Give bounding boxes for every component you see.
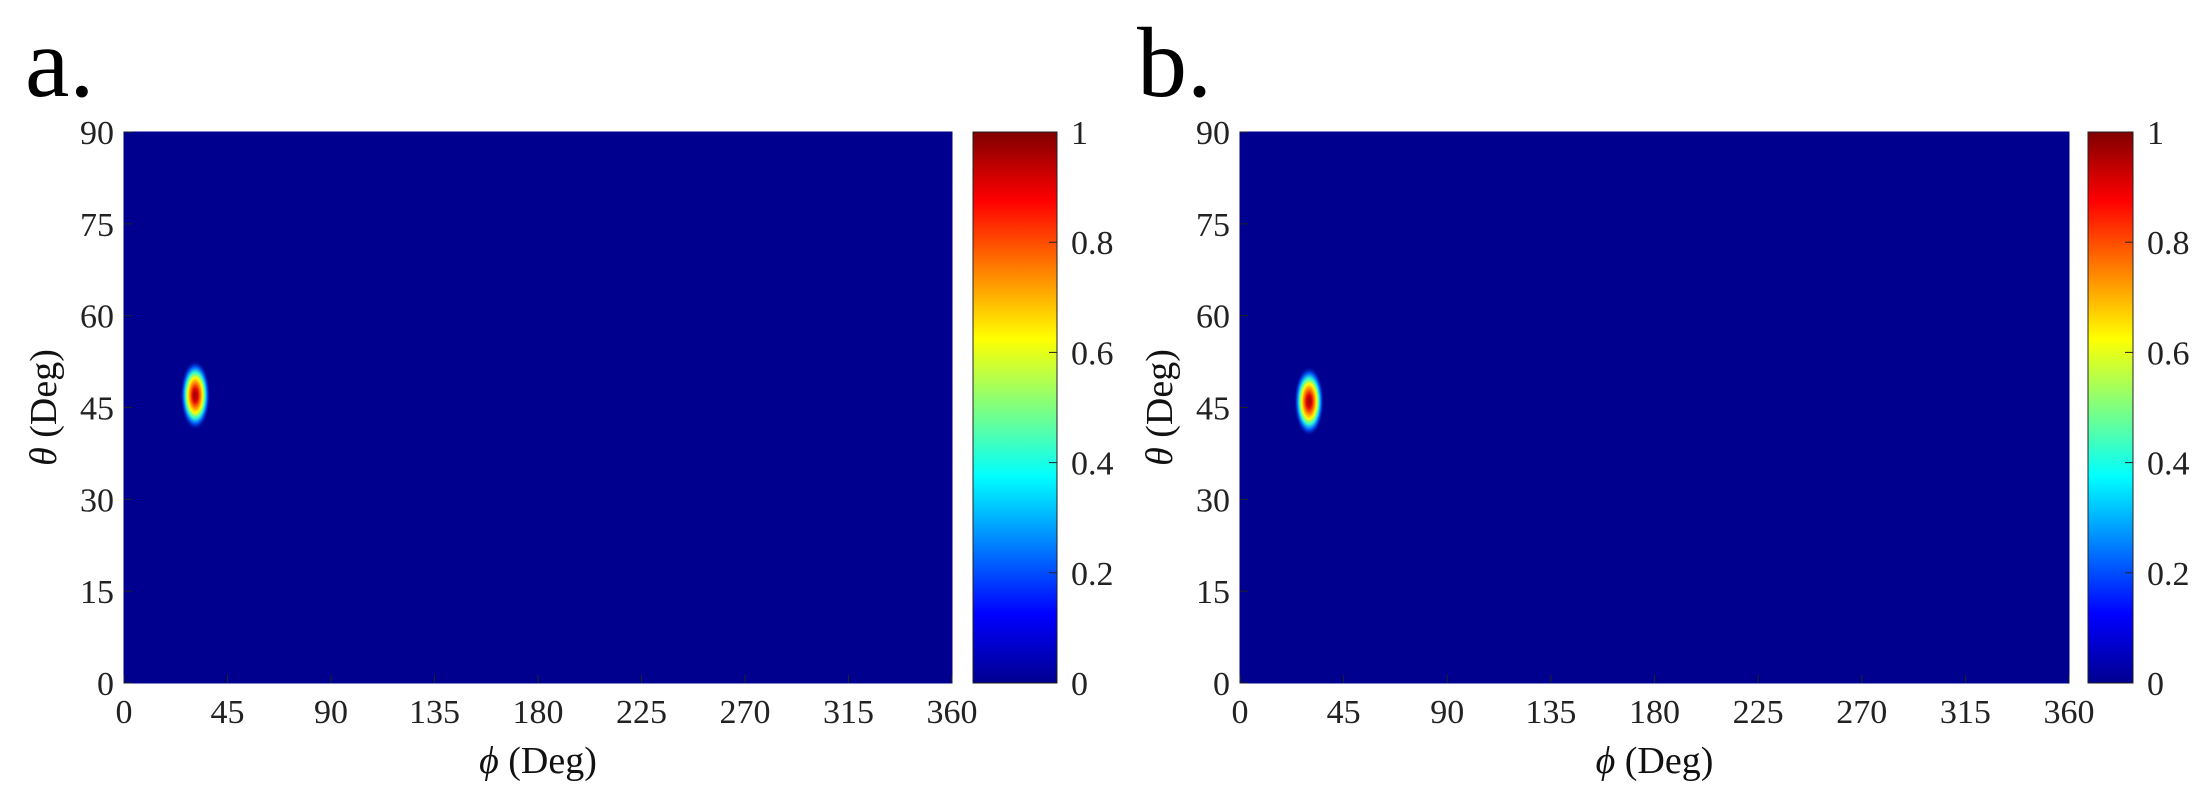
- colorbar-tick-label: 0: [1071, 666, 1088, 703]
- y-tick-label: 45: [80, 391, 114, 428]
- x-tick-label: 270: [720, 694, 771, 731]
- y-axis-label: θ (Deg): [23, 349, 65, 466]
- y-tick-label: 0: [97, 666, 114, 703]
- colorbar-tick-label: 0: [2147, 666, 2164, 703]
- y-tick-label: 75: [1196, 207, 1230, 244]
- colorbar-tick-label: 0.2: [1071, 556, 1114, 593]
- colorbar: [972, 131, 1058, 684]
- colorbar-tick-label: 1: [2147, 115, 2164, 152]
- colorbar-tick-label: 1: [1071, 115, 1088, 152]
- y-tick-label: 45: [1196, 391, 1230, 428]
- y-tick-label: 30: [80, 482, 114, 519]
- colorbar-tick-label: 0.4: [2147, 446, 2190, 483]
- y-axis-label: θ (Deg): [1139, 349, 1181, 466]
- panel-label: b.: [1137, 7, 1212, 118]
- x-tick-label: 45: [1327, 694, 1361, 731]
- colorbar-tick-label: 0.6: [2147, 335, 2190, 372]
- colorbar-tick-label: 0.8: [2147, 225, 2190, 262]
- colorbar: [2087, 131, 2134, 684]
- x-tick-label: 0: [1232, 694, 1249, 731]
- x-tick-label: 270: [1836, 694, 1887, 731]
- x-tick-label: 0: [116, 694, 133, 731]
- panel-b: b. 0 45 90 135 180 225 270 315 360 0 15 30 45 60 75 90 ϕ …: [1137, 7, 2190, 782]
- y-tick-label: 90: [1196, 115, 1230, 152]
- x-tick-label: 225: [1733, 694, 1784, 731]
- x-tick-label: 45: [211, 694, 245, 731]
- colorbar-tick-label: 0.4: [1071, 446, 1114, 483]
- y-tick-label: 60: [1196, 299, 1230, 336]
- y-tick-label: 90: [80, 115, 114, 152]
- x-tick-label: 315: [1940, 694, 1991, 731]
- y-tick-label: 60: [80, 299, 114, 336]
- x-axis-label: ϕ (Deg): [1596, 740, 1714, 782]
- x-tick-label: 360: [2044, 694, 2095, 731]
- heatmap-peak: [1294, 366, 1325, 437]
- colorbar-tick-label: 0.6: [1071, 335, 1114, 372]
- colorbar-tick-label: 0.8: [1071, 225, 1114, 262]
- x-axis-label: ϕ (Deg): [479, 740, 597, 782]
- x-tick-label: 180: [513, 694, 564, 731]
- y-tick-label: 30: [1196, 482, 1230, 519]
- x-tick-label: 90: [1430, 694, 1464, 731]
- y-tick-label: 15: [1196, 574, 1230, 611]
- x-tick-label: 135: [1525, 694, 1576, 731]
- x-tick-label: 315: [823, 694, 874, 731]
- panel-a: a. 0 45 90 135 180 225 270 315 360 0 15 30 45 60 75 90 ϕ …: [23, 7, 1114, 782]
- colorbar-tick-label: 0.2: [2147, 556, 2190, 593]
- y-tick-label: 75: [80, 207, 114, 244]
- heatmap-background: [124, 132, 952, 683]
- heatmap-peak: [180, 360, 211, 431]
- y-tick-label: 0: [1213, 666, 1230, 703]
- y-tick-label: 15: [80, 574, 114, 611]
- panel-label: a.: [25, 7, 94, 118]
- heatmap-background: [1240, 132, 2069, 683]
- x-tick-label: 225: [616, 694, 667, 731]
- x-tick-label: 135: [409, 694, 460, 731]
- x-tick-label: 360: [927, 694, 978, 731]
- x-tick-label: 90: [314, 694, 348, 731]
- x-tick-label: 180: [1629, 694, 1680, 731]
